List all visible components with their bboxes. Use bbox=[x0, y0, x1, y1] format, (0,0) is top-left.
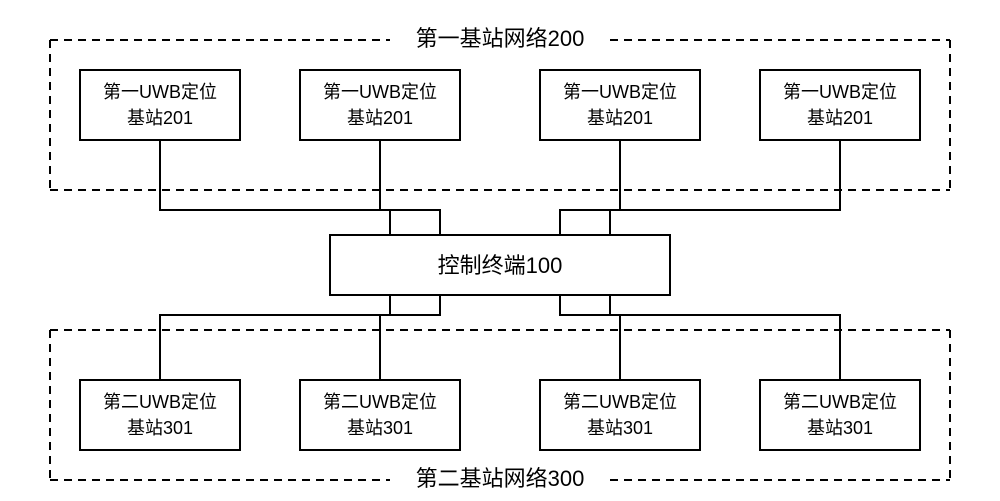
svg-text:第二UWB定位: 第二UWB定位 bbox=[103, 392, 217, 412]
svg-text:基站201: 基站201 bbox=[587, 108, 653, 128]
svg-text:第二UWB定位: 第二UWB定位 bbox=[783, 392, 897, 412]
network1-title: 第一基站网络200 bbox=[416, 26, 585, 51]
network2-station-1: 第二UWB定位基站301 bbox=[300, 380, 460, 450]
svg-text:基站301: 基站301 bbox=[587, 418, 653, 438]
svg-text:控制终端100: 控制终端100 bbox=[438, 253, 563, 278]
network1-station-3: 第一UWB定位基站201 bbox=[760, 70, 920, 140]
svg-text:第一UWB定位: 第一UWB定位 bbox=[783, 82, 897, 102]
network1-station-0: 第一UWB定位基站201 bbox=[80, 70, 240, 140]
network2-station-2: 第二UWB定位基站301 bbox=[540, 380, 700, 450]
svg-text:基站301: 基站301 bbox=[807, 418, 873, 438]
network1-station-2: 第一UWB定位基站201 bbox=[540, 70, 700, 140]
connector-bottom-0 bbox=[160, 295, 390, 380]
svg-text:第二UWB定位: 第二UWB定位 bbox=[323, 392, 437, 412]
svg-text:基站301: 基站301 bbox=[127, 418, 193, 438]
svg-text:第一UWB定位: 第一UWB定位 bbox=[563, 82, 677, 102]
network2-title: 第二基站网络300 bbox=[416, 466, 585, 491]
svg-text:基站201: 基站201 bbox=[347, 108, 413, 128]
connector-top-3 bbox=[610, 140, 840, 235]
controller-box: 控制终端100 bbox=[330, 235, 670, 295]
connector-bottom-3 bbox=[610, 295, 840, 380]
network1-station-1: 第一UWB定位基站201 bbox=[300, 70, 460, 140]
svg-text:基站301: 基站301 bbox=[347, 418, 413, 438]
svg-text:第二UWB定位: 第二UWB定位 bbox=[563, 392, 677, 412]
uwb-network-diagram: 第一基站网络200第一UWB定位基站201第一UWB定位基站201第一UWB定位… bbox=[0, 0, 1000, 501]
connector-top-0 bbox=[160, 140, 390, 235]
svg-text:基站201: 基站201 bbox=[807, 108, 873, 128]
network2-station-0: 第二UWB定位基站301 bbox=[80, 380, 240, 450]
svg-text:第一UWB定位: 第一UWB定位 bbox=[103, 82, 217, 102]
svg-text:基站201: 基站201 bbox=[127, 108, 193, 128]
svg-text:第一UWB定位: 第一UWB定位 bbox=[323, 82, 437, 102]
network2-station-3: 第二UWB定位基站301 bbox=[760, 380, 920, 450]
